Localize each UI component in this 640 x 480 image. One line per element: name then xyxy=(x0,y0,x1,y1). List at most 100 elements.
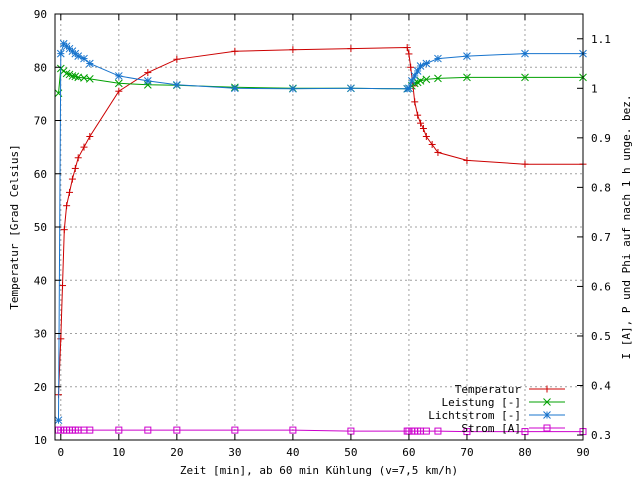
x-tick-label: 20 xyxy=(170,446,183,459)
data-point-temperatur xyxy=(411,98,419,106)
series-line-leistung xyxy=(58,67,583,94)
y-tick-label: 60 xyxy=(34,168,47,181)
data-point-lichtstrom xyxy=(114,72,123,80)
y-tick-label: 70 xyxy=(34,115,47,128)
series-layer xyxy=(54,39,587,436)
series-lichtstrom xyxy=(54,39,587,425)
legend-item-leistung: Leistung [-] xyxy=(442,396,565,409)
data-point-lichtstrom xyxy=(85,59,94,68)
y-tick-label: 80 xyxy=(34,61,47,74)
x-axis-label: Zeit [min], ab 60 min Kühlung (v=7,5 km/… xyxy=(180,464,458,477)
data-point-temperatur xyxy=(63,202,71,210)
data-point-temperatur xyxy=(428,140,436,148)
y-tick-label: 20 xyxy=(34,381,47,394)
x-tick-label: 40 xyxy=(286,446,299,459)
data-point-temperatur xyxy=(419,124,427,132)
data-point-strom-a xyxy=(144,426,152,434)
data-point-temperatur xyxy=(59,282,67,290)
data-point-lichtstrom xyxy=(347,84,355,93)
data-point-leistung xyxy=(62,69,71,78)
x-tick-label: 50 xyxy=(344,446,357,459)
data-point-strom-a xyxy=(115,426,123,434)
data-point-temperatur xyxy=(173,55,181,63)
legend-label: Temperatur xyxy=(455,383,522,396)
data-point-lichtstrom xyxy=(56,49,65,58)
data-point-lichtstrom xyxy=(80,54,88,63)
legend-label: Leistung [-] xyxy=(442,396,521,409)
y2-tick-label: 0.8 xyxy=(591,181,611,194)
y2-tick-label: 0.4 xyxy=(591,380,611,393)
data-point-leistung xyxy=(85,75,94,83)
data-point-lichtstrom xyxy=(434,54,442,63)
legend-marker xyxy=(543,398,551,406)
data-point-temperatur xyxy=(71,164,79,172)
legend-item-lichtstrom: Lichtstrom [-] xyxy=(428,409,565,422)
legend-marker xyxy=(543,411,551,419)
data-point-lichtstrom xyxy=(521,49,529,58)
y-tick-label: 10 xyxy=(34,434,47,447)
data-point-leistung xyxy=(521,73,529,82)
y2-axis-label: I [A], P und Phi auf nach 1 h unge. bez. xyxy=(620,95,633,360)
x-tick-label: 70 xyxy=(460,446,473,459)
y2-tick-label: 0.9 xyxy=(591,132,611,145)
data-point-lichtstrom xyxy=(172,80,181,89)
data-point-lichtstrom xyxy=(289,84,297,93)
data-point-temperatur xyxy=(80,143,88,151)
legend-label: Strom [A] xyxy=(461,422,521,435)
data-point-temperatur xyxy=(417,119,425,127)
x-tick-label: 0 xyxy=(57,446,64,459)
data-point-temperatur xyxy=(68,175,76,183)
data-point-leistung xyxy=(416,77,425,85)
y2-tick-label: 1.1 xyxy=(591,33,611,46)
data-point-strom-a xyxy=(231,426,239,434)
y-tick-label: 40 xyxy=(34,274,47,287)
data-point-lichtstrom xyxy=(422,59,431,68)
data-point-strom-a xyxy=(289,426,297,434)
data-point-temperatur xyxy=(521,160,529,168)
data-point-temperatur xyxy=(414,111,422,119)
data-point-lichtstrom xyxy=(54,416,63,425)
data-point-temperatur xyxy=(57,335,65,343)
data-point-temperatur xyxy=(289,46,297,54)
data-point-lichtstrom xyxy=(463,52,471,60)
data-point-temperatur xyxy=(115,87,123,95)
y2-tick-label: 0.7 xyxy=(591,231,611,244)
y2-tick-label: 0.6 xyxy=(591,280,611,293)
y-axis-label: Temperatur [Grad Celsius] xyxy=(8,144,21,310)
data-point-lichtstrom xyxy=(410,72,419,80)
legend-marker xyxy=(543,385,551,393)
y2-tick-label: 0.5 xyxy=(591,330,611,343)
series-line-lichtstrom xyxy=(58,42,583,421)
y-tick-label: 50 xyxy=(34,221,47,234)
data-point-strom-a xyxy=(422,427,430,435)
y-tick-label: 30 xyxy=(34,328,47,341)
ticks: 0 10 20 30 40 50 60 70 80 901020304050607080900.3… xyxy=(34,8,611,459)
data-point-leistung xyxy=(71,72,80,81)
legend-marker xyxy=(543,424,551,432)
legend-item-temperatur: Temperatur xyxy=(455,383,565,396)
data-point-lichtstrom xyxy=(405,84,413,93)
data-point-lichtstrom xyxy=(407,77,416,85)
data-point-temperatur xyxy=(231,47,239,55)
series-strom-a xyxy=(54,426,587,436)
series-line-temperatur xyxy=(58,46,583,395)
data-point-temperatur xyxy=(144,69,152,77)
x-tick-label: 80 xyxy=(518,446,531,459)
series-temperatur xyxy=(54,44,587,399)
data-point-temperatur xyxy=(434,148,442,156)
data-point-temperatur xyxy=(405,50,413,58)
data-point-temperatur xyxy=(463,156,471,164)
data-point-temperatur xyxy=(60,226,68,234)
x-tick-label: 60 xyxy=(402,446,415,459)
data-point-strom-a xyxy=(434,427,442,435)
legend-label: Lichtstrom [-] xyxy=(428,409,521,422)
data-point-temperatur xyxy=(403,44,411,52)
x-tick-label: 90 xyxy=(576,446,589,459)
data-point-strom-a xyxy=(173,426,181,434)
x-tick-label: 30 xyxy=(228,446,241,459)
data-point-temperatur xyxy=(407,63,415,71)
legend-item-strom-a: Strom [A] xyxy=(461,422,565,435)
x-tick-label: 10 xyxy=(112,446,125,459)
